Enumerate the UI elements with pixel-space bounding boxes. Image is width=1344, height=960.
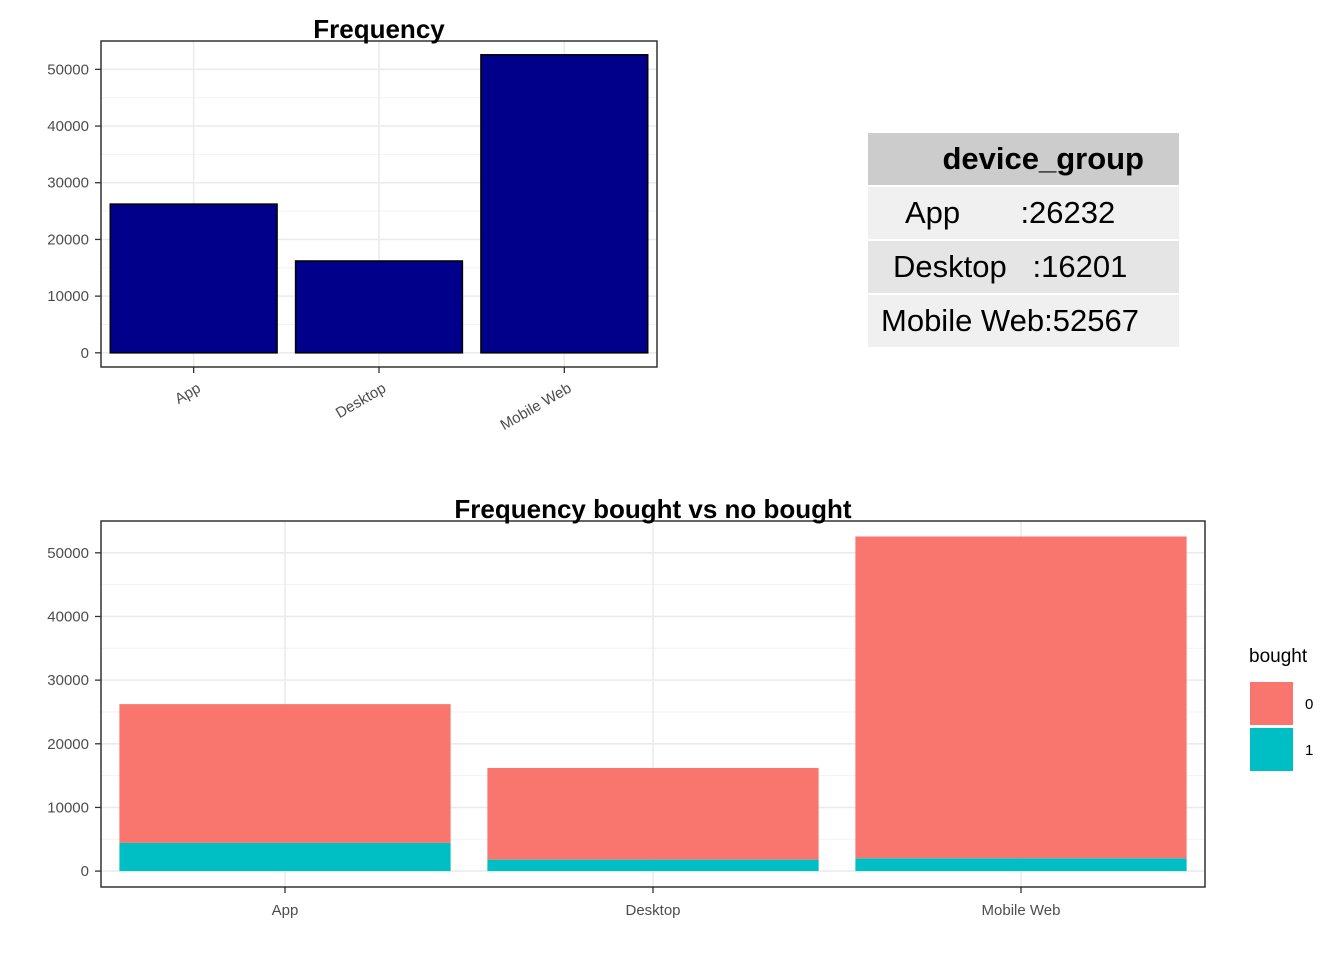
y-tick-label: 0 [81, 345, 89, 362]
y-tick-label: 50000 [47, 61, 89, 78]
y-tick-label: 10000 [47, 288, 89, 305]
table-row-text: Mobile Web:52567 [881, 303, 1139, 338]
chart-title: Frequency bought vs no bought [454, 494, 852, 524]
x-tick-label: Desktop [333, 380, 389, 422]
x-tick-label: Mobile Web [497, 380, 574, 434]
bought-vs-no-bought-chart: 0 10000 20000 30000 40000 50000 App Desktop Mobi… [47, 494, 1313, 919]
bar-desktop [294, 260, 464, 354]
legend-key-0 [1250, 682, 1293, 725]
y-tick-label: 0 [81, 863, 89, 880]
chart-title: Frequency [313, 14, 445, 44]
table-row-text: App :26232 [905, 195, 1116, 230]
table-header-label: device_group [942, 141, 1144, 176]
y-tick-label: 30000 [47, 672, 89, 689]
frequency-chart: 0 10000 20000 30000 40000 50000 App Desktop Mobi… [47, 14, 658, 434]
bar-desktop-bought-0 [487, 767, 819, 860]
bar-app-bought-1 [119, 842, 451, 872]
table-row-text: Desktop :16201 [893, 249, 1128, 284]
x-tick-label: Mobile Web [982, 902, 1061, 919]
table-header: device_group [868, 133, 1179, 185]
bar-app [109, 203, 278, 354]
table-row-mobile-web: Mobile Web:52567 [868, 295, 1179, 347]
y-tick-label: 20000 [47, 736, 89, 753]
bar-mobile-web-bought-0 [855, 536, 1187, 859]
y-tick-label: 10000 [47, 799, 89, 816]
bar-app-bought-0 [119, 704, 451, 843]
table-row-desktop: Desktop :16201 [868, 241, 1179, 293]
y-tick-label: 50000 [47, 545, 89, 562]
table-row-app: App :26232 [868, 187, 1179, 239]
legend-title: bought [1249, 646, 1308, 667]
legend-label: 1 [1305, 742, 1313, 759]
bar-desktop-bought-1 [487, 859, 819, 872]
legend-label: 0 [1305, 696, 1313, 713]
bar-mobile-web-bought-1 [855, 858, 1187, 872]
x-tick-label: Desktop [625, 902, 680, 919]
legend-key-1 [1250, 728, 1293, 771]
y-tick-label: 40000 [47, 118, 89, 135]
y-tick-label: 40000 [47, 608, 89, 625]
x-tick-label: App [172, 380, 204, 408]
bar-mobile-web [480, 54, 649, 354]
y-tick-label: 20000 [47, 231, 89, 248]
y-tick-label: 30000 [47, 175, 89, 192]
device-group-table: device_group App :26232 Desktop :16201 M… [868, 133, 1179, 349]
x-tick-label: App [272, 902, 299, 919]
